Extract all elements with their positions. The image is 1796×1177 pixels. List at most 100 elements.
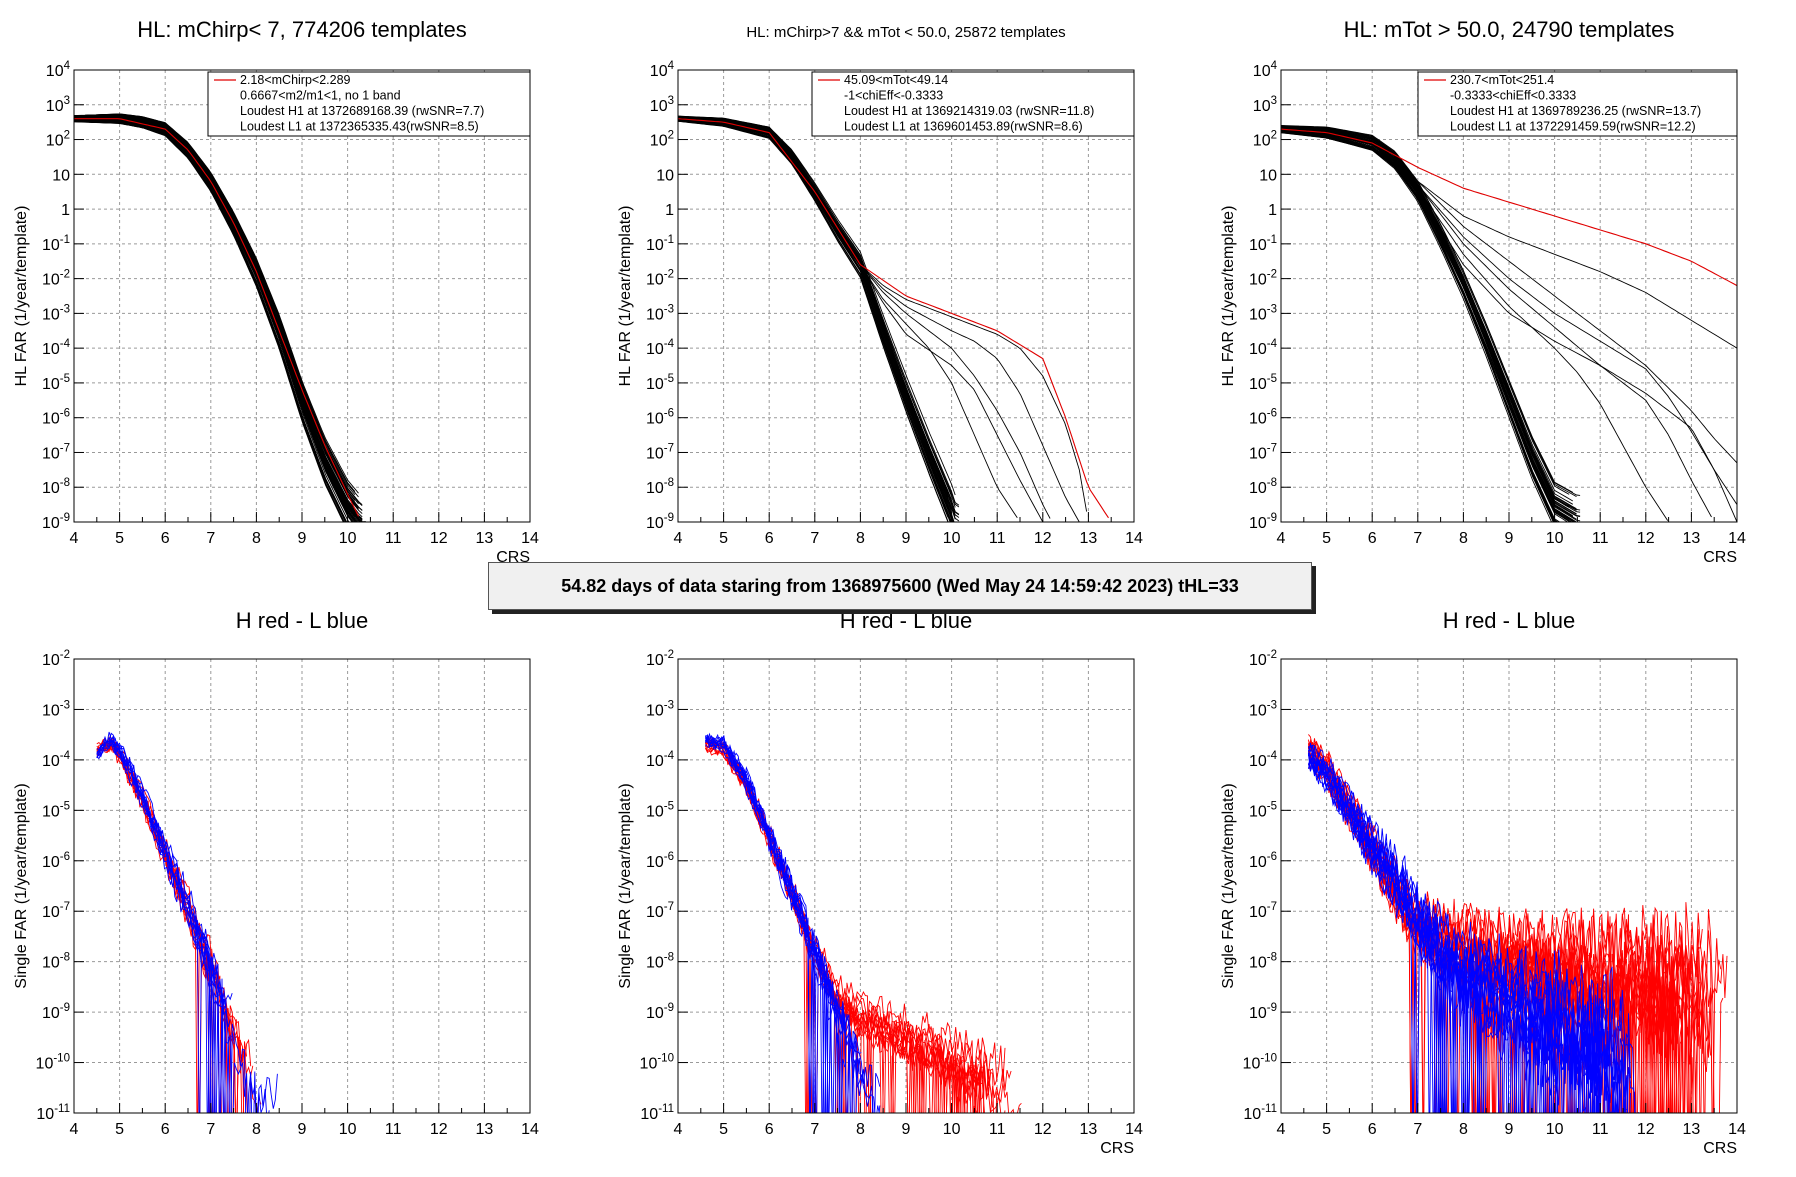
series-line xyxy=(74,113,363,520)
grid xyxy=(74,659,530,1113)
legend-entry: Loudest L1 at 1372291459.59(rwSNR=12.2) xyxy=(1450,120,1696,134)
y-axis-label: Single FAR (1/year/template) xyxy=(617,783,634,988)
series-line xyxy=(678,120,954,522)
y-tick-label: 104 xyxy=(650,60,675,80)
x-tick-label: 4 xyxy=(70,1121,79,1138)
series-line xyxy=(678,118,960,508)
chart-title: HL: mChirp>7 && mTot < 50.0, 25872 templ… xyxy=(746,24,1065,41)
series-group xyxy=(704,732,1022,1113)
series-line xyxy=(1281,127,1572,522)
series-line xyxy=(678,118,952,522)
series-line xyxy=(74,117,363,520)
y-axis: 10-9 10-8 10-7 10-6 10-5 10-4 10-3 10-2 10-1 1 10 1… xyxy=(617,60,688,532)
y-tick-label: 10-1 xyxy=(1249,234,1277,254)
series-line xyxy=(678,116,955,522)
chart-panel-2: 4 5 6 7 8 9 10 11 12 13 14 10-9 10-8 10-7 10-6 10-5 10-4… xyxy=(617,24,1143,547)
series-line xyxy=(705,738,850,1046)
chart-title: HL: mChirp< 7, 774206 templates xyxy=(137,17,467,42)
series-line xyxy=(705,733,860,1113)
series-line xyxy=(678,119,960,515)
chart-panel-6: 4 5 6 7 8 9 10 11 12 13 14CRS10-1110-1010-910-810-… xyxy=(1220,608,1746,1157)
y-tick-label: 10-8 xyxy=(1249,952,1277,972)
x-tick-label: 7 xyxy=(206,530,215,547)
series-0 xyxy=(74,113,366,522)
series-group xyxy=(74,113,366,522)
y-tick-label: 104 xyxy=(1253,60,1278,80)
series-line xyxy=(678,119,949,498)
x-tick-label: 12 xyxy=(1637,530,1655,547)
y-tick-label: 10-1 xyxy=(646,234,674,254)
x-tick-label: 14 xyxy=(1728,1121,1746,1138)
legend-entry: Loudest H1 at 1369789236.25 (rwSNR=13.7) xyxy=(1450,104,1701,118)
x-tick-label: 13 xyxy=(1080,530,1098,547)
series-line xyxy=(74,118,359,517)
x-tick-label: 5 xyxy=(719,1121,728,1138)
y-axis: 10-11 10-10 10-9 10-8 10-7 10-6 10-5 10-4 10-3 10… xyxy=(617,649,688,1123)
x-tick-label: 4 xyxy=(674,1121,683,1138)
series-line xyxy=(74,119,348,522)
x-tick-label: 10 xyxy=(339,1121,357,1138)
y-tick-label: 10-3 xyxy=(42,303,70,323)
series-line xyxy=(678,118,953,522)
series-line xyxy=(74,118,358,522)
series-line xyxy=(74,114,363,521)
series-group xyxy=(1281,125,1737,522)
legend-box xyxy=(811,71,1135,137)
x-tick-label: 4 xyxy=(674,530,683,547)
y-tick-label: 1 xyxy=(61,202,70,219)
x-tick-label: 14 xyxy=(1728,530,1746,547)
x-axis: 4 5 6 7 8 9 10 11 12 13 14 CRS xyxy=(1277,1103,1746,1157)
x-tick-label: 10 xyxy=(943,530,961,547)
y-tick-label: 10-7 xyxy=(1249,901,1277,921)
y-tick-label: 10-7 xyxy=(1249,442,1277,462)
y-axis: 10-9 10-8 10-7 10-6 10-5 10-4 10-3 10-2 10-1 1 10 1… xyxy=(13,60,84,532)
series-line xyxy=(74,120,346,522)
y-tick-label: 10-5 xyxy=(646,373,674,393)
x-tick-label: 5 xyxy=(1322,1121,1331,1138)
x-axis: 4 5 6 7 8 9 10 11 12 13 14 xyxy=(674,512,1143,547)
x-tick-label: 14 xyxy=(521,530,539,547)
series-line xyxy=(678,119,949,492)
x-tick-label: 12 xyxy=(1034,530,1052,547)
chart-title: H red - L blue xyxy=(236,608,368,633)
chart-panel-1: 4 5 6 7 8 9 10 11 12 13 14CRS10-910-810-710-610-51… xyxy=(13,17,539,566)
series-line xyxy=(74,115,356,514)
y-tick-label: 10-5 xyxy=(1249,800,1277,820)
series-L xyxy=(96,731,278,1113)
x-tick-label: 9 xyxy=(1505,530,1514,547)
x-tick-label: 8 xyxy=(856,530,865,547)
series-line xyxy=(678,116,960,516)
y-tick-label: 104 xyxy=(46,60,71,80)
x-tick-label: 8 xyxy=(252,530,261,547)
x-tick-label: 6 xyxy=(1368,530,1377,547)
y-tick-label: 10-4 xyxy=(42,338,71,358)
legend-entry: 230.7<mTot<251.4 xyxy=(1450,73,1554,87)
x-tick-label: 11 xyxy=(989,1121,1006,1138)
y-tick-label: 10-6 xyxy=(42,408,70,428)
y-tick-label: 1 xyxy=(665,202,674,219)
y-tick-label: 10-9 xyxy=(646,1002,674,1022)
legend: 2.18<mChirp<2.289 0.6667<m2/m1<1, no 1 ba… xyxy=(207,71,531,137)
series-line xyxy=(96,731,233,1113)
x-tick-label: 10 xyxy=(1546,1121,1564,1138)
series-line xyxy=(1281,125,1577,497)
x-tick-label: 6 xyxy=(765,530,774,547)
y-tick-label: 10-10 xyxy=(640,1053,674,1073)
y-tick-label: 10-7 xyxy=(646,901,674,921)
y-tick-label: 10-11 xyxy=(36,1103,70,1123)
y-tick-label: 10-4 xyxy=(646,750,675,770)
series-line xyxy=(705,744,981,1113)
series-line xyxy=(678,119,960,522)
series-line xyxy=(678,117,955,522)
y-tick-label: 10-7 xyxy=(42,901,70,921)
x-tick-label: 7 xyxy=(1413,530,1422,547)
y-tick-label: 10-3 xyxy=(646,303,674,323)
y-tick-label: 10-2 xyxy=(646,649,674,669)
y-tick-label: 103 xyxy=(46,95,70,115)
x-tick-label: 6 xyxy=(765,1121,774,1138)
series-line xyxy=(1281,128,1737,522)
series-line xyxy=(678,118,1018,519)
x-tick-label: 12 xyxy=(430,530,448,547)
series-line xyxy=(1281,128,1737,287)
series-line xyxy=(1281,130,1555,522)
